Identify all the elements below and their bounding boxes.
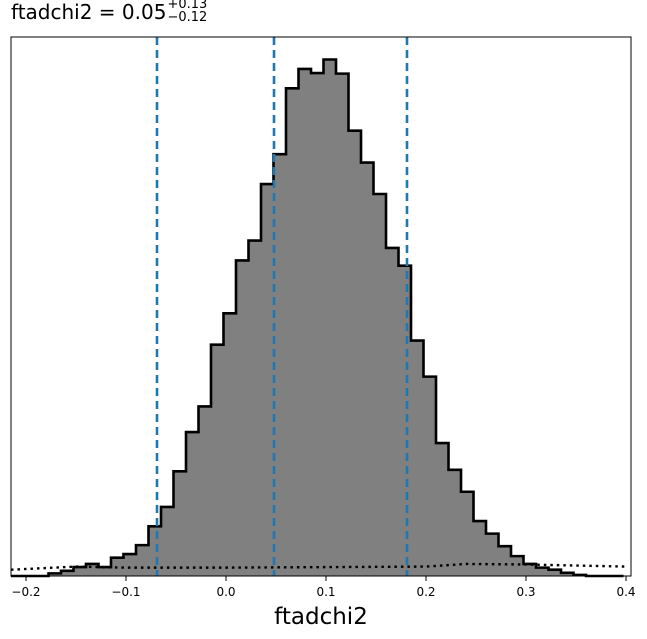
histogram-bar — [236, 260, 249, 576]
x-tick-label: 0.3 — [516, 585, 535, 599]
histogram-bar — [223, 313, 237, 576]
histogram-bar — [273, 154, 287, 576]
x-tick-label: −0.2 — [11, 585, 40, 599]
histogram-bar — [386, 247, 399, 576]
histogram-bar — [286, 88, 299, 576]
histogram-bar — [86, 563, 99, 576]
chart-title-uncertainty: +0.13 −0.12 — [167, 0, 207, 24]
x-tick-label: 0.2 — [416, 585, 435, 599]
histogram-bar — [498, 546, 512, 576]
x-axis-label: ftadchi2 — [274, 604, 368, 630]
x-tick-label: 0.4 — [616, 585, 635, 599]
histogram-bar — [473, 521, 487, 576]
histogram-bar — [211, 344, 224, 576]
x-tick-label: 0.0 — [216, 585, 235, 599]
histogram-bar — [461, 491, 474, 576]
chart-title-sub: −0.12 — [167, 9, 208, 25]
histogram-bar — [398, 265, 412, 576]
histogram-bar — [323, 59, 337, 576]
histogram-bars — [48, 59, 587, 577]
histogram-bar — [348, 130, 362, 576]
histogram-bar — [161, 506, 174, 576]
histogram-bar — [511, 556, 524, 576]
histogram-bar — [548, 569, 562, 576]
histogram-bar — [48, 573, 62, 576]
quantile-lines — [155, 37, 409, 576]
histogram-bar — [123, 554, 137, 576]
histogram-bar — [561, 572, 574, 576]
x-tick-label: −0.1 — [111, 585, 140, 599]
histogram-bar — [311, 73, 324, 577]
histogram-bar — [411, 340, 424, 576]
histogram-bar — [73, 567, 87, 576]
histogram-bar — [373, 193, 387, 576]
histogram-bar — [173, 471, 187, 576]
prior-dotted-line — [10, 562, 627, 571]
histogram-bar — [111, 557, 124, 576]
chart-title-text: ftadchi2 = 0.05 — [11, 0, 167, 24]
histogram-bar — [61, 570, 74, 576]
histogram-bar — [523, 563, 537, 576]
histogram-bar — [336, 73, 349, 576]
histogram-bar — [361, 162, 374, 577]
histogram-bar — [98, 567, 112, 576]
histogram-bar — [423, 376, 437, 576]
histogram-bar — [248, 240, 262, 576]
x-axis-ticks: −0.2 −0.1 0.0 0.1 0.2 0.3 0.4 — [11, 576, 636, 599]
histogram-bar — [186, 432, 199, 576]
histogram-bar — [198, 406, 212, 576]
histogram-bar — [536, 567, 549, 576]
histogram-bar — [298, 68, 312, 576]
chart-title: ftadchi2 = 0.05 +0.13 −0.12 — [11, 0, 207, 27]
histogram-bar — [136, 545, 149, 576]
histogram-bar — [448, 469, 462, 576]
histogram-outline — [11, 58, 624, 578]
x-tick-label: 0.1 — [316, 585, 335, 599]
chart-title-sup: +0.13 — [167, 0, 208, 12]
plot-frame — [10, 36, 632, 577]
histogram-bar — [436, 443, 449, 576]
histogram-bar — [261, 184, 274, 576]
histogram-bar — [486, 533, 499, 576]
